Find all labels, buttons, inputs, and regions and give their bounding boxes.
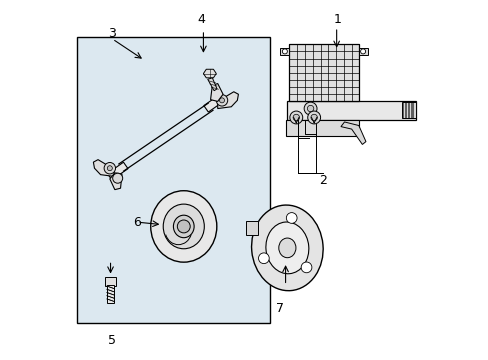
Bar xyxy=(280,48,288,55)
Circle shape xyxy=(307,111,320,124)
Polygon shape xyxy=(110,173,122,190)
Polygon shape xyxy=(210,84,223,102)
Circle shape xyxy=(304,102,316,115)
Bar xyxy=(107,285,114,303)
Bar xyxy=(402,102,415,118)
Circle shape xyxy=(310,114,317,121)
Ellipse shape xyxy=(265,222,308,274)
Circle shape xyxy=(307,105,313,112)
Polygon shape xyxy=(203,69,216,78)
Ellipse shape xyxy=(278,238,295,258)
Text: 5: 5 xyxy=(108,334,116,347)
Circle shape xyxy=(216,95,227,106)
Ellipse shape xyxy=(251,205,323,291)
Bar xyxy=(246,221,257,235)
Text: 7: 7 xyxy=(276,302,284,315)
Bar xyxy=(104,277,116,286)
Bar xyxy=(358,48,367,55)
Bar xyxy=(285,120,358,136)
Circle shape xyxy=(177,220,190,233)
Text: 2: 2 xyxy=(319,174,326,186)
Circle shape xyxy=(289,111,302,124)
Polygon shape xyxy=(203,94,224,112)
Polygon shape xyxy=(207,78,217,91)
Polygon shape xyxy=(93,159,114,176)
Bar xyxy=(77,37,269,323)
Text: 6: 6 xyxy=(133,216,141,229)
Circle shape xyxy=(360,49,365,54)
Bar xyxy=(288,44,358,102)
Text: 4: 4 xyxy=(197,13,205,26)
Bar xyxy=(287,100,415,120)
Circle shape xyxy=(107,166,112,171)
Polygon shape xyxy=(217,92,238,109)
Circle shape xyxy=(286,213,296,223)
Polygon shape xyxy=(107,162,128,180)
Text: 1: 1 xyxy=(333,13,341,26)
Ellipse shape xyxy=(173,215,194,238)
Text: 3: 3 xyxy=(108,27,116,40)
Polygon shape xyxy=(340,122,365,144)
Ellipse shape xyxy=(150,191,216,262)
Circle shape xyxy=(292,114,299,121)
Circle shape xyxy=(104,162,115,174)
Circle shape xyxy=(258,253,269,264)
Ellipse shape xyxy=(163,204,204,249)
Circle shape xyxy=(112,173,122,183)
Circle shape xyxy=(219,98,224,103)
Circle shape xyxy=(301,262,311,273)
Circle shape xyxy=(282,49,287,54)
